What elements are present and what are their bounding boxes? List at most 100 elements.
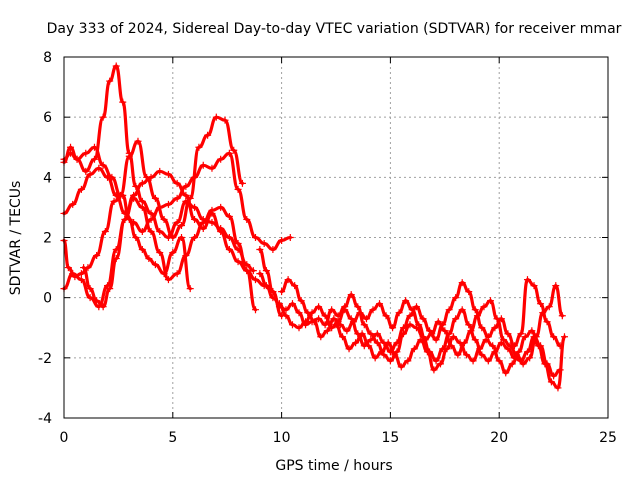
data-point [164, 170, 172, 178]
data-point [343, 327, 351, 335]
data-point [489, 342, 497, 350]
data-point [419, 315, 427, 323]
series-track-10 [332, 321, 568, 392]
data-point [173, 179, 181, 187]
data-point [156, 249, 164, 257]
data-point [523, 348, 531, 356]
data-point [393, 339, 401, 347]
data-point [173, 194, 181, 202]
data-point [558, 312, 566, 320]
data-point [478, 351, 486, 359]
data-point [95, 164, 103, 172]
data-point [376, 300, 384, 308]
data-point [64, 264, 72, 272]
data-point [493, 315, 501, 323]
data-point [156, 227, 164, 235]
data-point [73, 155, 81, 163]
data-point [560, 333, 568, 341]
data-point [243, 267, 251, 275]
x-tick-label: 0 [60, 430, 69, 446]
data-point [436, 360, 444, 368]
data-point [108, 173, 116, 181]
data-point [278, 288, 286, 296]
data-point [269, 294, 277, 302]
data-point [500, 336, 508, 344]
data-point [445, 306, 453, 314]
data-point [256, 270, 264, 278]
data-point [119, 98, 127, 106]
data-point [147, 173, 155, 181]
data-point [508, 360, 516, 368]
data-point [389, 324, 397, 332]
data-point [208, 206, 216, 214]
data-point [77, 276, 85, 284]
data-point [69, 200, 77, 208]
data-point [82, 149, 90, 157]
data-point [160, 215, 168, 223]
data-point [217, 155, 225, 163]
series-track-4 [60, 113, 246, 241]
data-point [349, 318, 357, 326]
y-axis-label: SDTVAR / TECUs [8, 181, 24, 296]
data-point [317, 333, 325, 341]
data-point [106, 285, 114, 293]
data-point [173, 218, 181, 226]
data-point [530, 282, 538, 290]
data-point [99, 161, 107, 169]
data-point [132, 234, 140, 241]
data-point [99, 303, 107, 311]
data-point [147, 215, 155, 223]
data-point [482, 336, 490, 344]
data-point [238, 179, 246, 187]
data-point [471, 306, 479, 314]
data-point [164, 200, 172, 208]
data-point [169, 249, 177, 257]
axes: 0 5 10 15 20 25 -4 -2 0 2 4 6 8 [38, 50, 617, 446]
data-point [413, 303, 421, 311]
data-point [463, 351, 471, 359]
data-point [550, 372, 558, 380]
data-point [147, 209, 155, 217]
data-point [134, 137, 142, 145]
data-point [517, 330, 525, 338]
data-point [251, 234, 259, 241]
data-point [441, 327, 449, 335]
data-point [178, 221, 186, 229]
data-point [410, 345, 418, 353]
data-point [243, 215, 251, 223]
data-point [402, 297, 410, 305]
data-point [339, 333, 347, 341]
y-tick-label: 0 [43, 291, 52, 307]
data-point [204, 131, 212, 139]
data-point [302, 318, 310, 326]
data-point [86, 170, 94, 178]
data-point [465, 288, 473, 296]
data-point [430, 366, 438, 374]
data-point [506, 342, 514, 350]
data-point [251, 276, 259, 284]
data-point [452, 294, 460, 302]
data-point [138, 197, 146, 205]
data-point [182, 191, 190, 199]
data-point [284, 276, 292, 284]
y-tick-label: 6 [43, 110, 52, 126]
data-point [117, 191, 125, 199]
data-point [256, 246, 264, 254]
data-point [450, 333, 458, 341]
data-point [125, 152, 133, 160]
data-point [328, 306, 336, 314]
data-point [101, 227, 109, 235]
data-point [315, 315, 323, 323]
data-point [534, 342, 542, 350]
data-point [182, 252, 190, 260]
data-point [112, 255, 120, 263]
data-point [82, 167, 90, 175]
data-point [110, 197, 118, 205]
data-point [225, 246, 233, 254]
y-tick-label: -2 [38, 351, 52, 367]
data-point [77, 270, 85, 278]
data-point [384, 339, 392, 347]
data-point [365, 342, 373, 350]
data-point [491, 324, 499, 332]
data-point [295, 324, 303, 332]
